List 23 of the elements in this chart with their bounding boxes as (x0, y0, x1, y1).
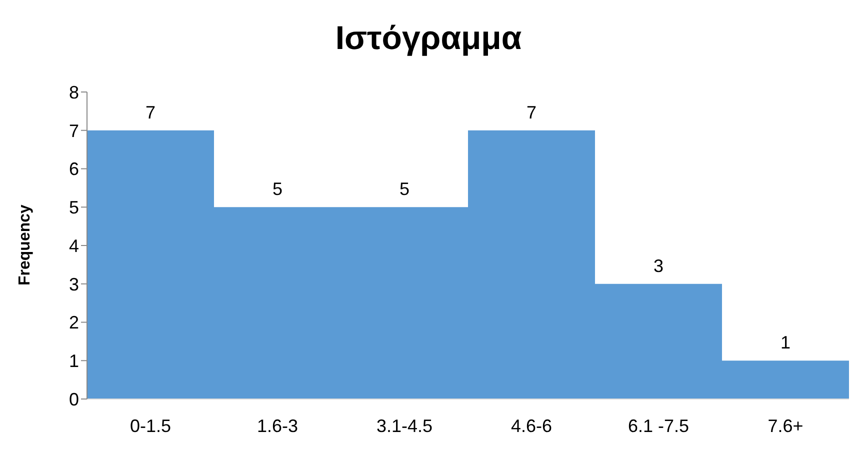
y-tick-label: 7 (68, 120, 79, 141)
data-label: 7 (526, 102, 537, 122)
y-tick-label: 8 (68, 82, 79, 102)
x-tick-label: 7.6+ (768, 416, 804, 436)
data-label: 3 (653, 256, 664, 276)
x-tick-label: 6.1 -7.5 (628, 416, 690, 436)
x-tick-label: 0-1.5 (130, 416, 172, 436)
x-tick-label: 1.6-3 (256, 416, 298, 436)
y-tick-label: 4 (68, 236, 79, 256)
y-tick-label: 2 (68, 312, 79, 333)
y-tick-label: 6 (68, 159, 79, 180)
data-label: 5 (272, 179, 283, 200)
data-label: 5 (399, 179, 410, 200)
x-tick-label: 3.1-4.5 (376, 416, 433, 436)
y-tick-label: 3 (68, 274, 79, 294)
chart-title: Ιστόγραμμα (334, 18, 523, 58)
data-label: 7 (145, 102, 156, 122)
y-tick-label: 0 (68, 389, 79, 410)
x-tick-label: 4.6-6 (510, 416, 552, 436)
data-label: 1 (780, 332, 791, 353)
y-tick-label: 5 (68, 198, 79, 218)
y-tick-label: 1 (68, 351, 79, 372)
y-axis-title: Frequency (16, 204, 34, 286)
